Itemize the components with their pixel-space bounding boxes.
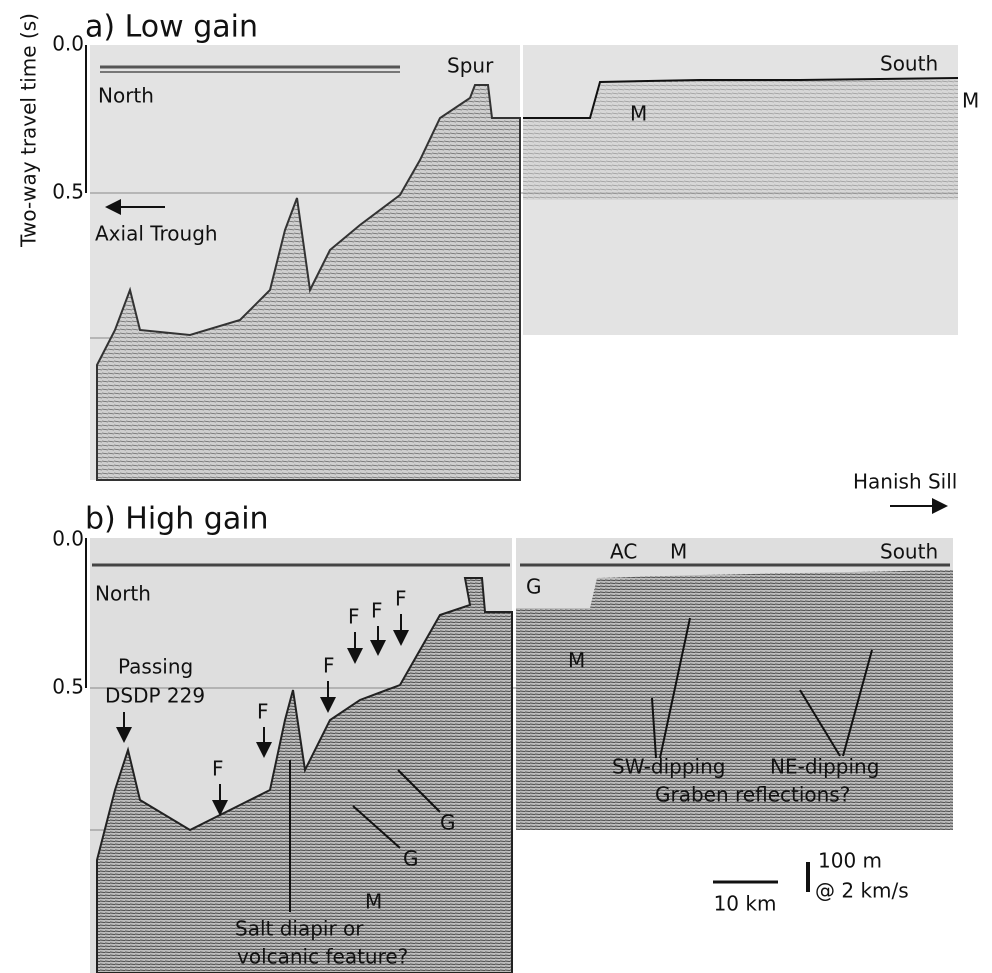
label: G [440, 811, 456, 835]
label: South [880, 540, 938, 564]
label: M [962, 89, 979, 113]
label: F [395, 587, 407, 611]
label: DSDP 229 [105, 684, 205, 708]
scale-label: @ 2 km/s [815, 879, 909, 903]
label: SW-dipping [612, 755, 725, 779]
label: F [212, 757, 224, 781]
tick-label: 0.5 [52, 675, 84, 699]
scale-label: 100 m [818, 849, 882, 873]
panel-title: a) Low gain [85, 10, 258, 45]
label: F [323, 654, 335, 678]
label: G [403, 847, 419, 871]
label: M [670, 540, 687, 564]
label: Passing [118, 655, 193, 679]
tick-label: 0.5 [52, 180, 84, 204]
label: Graben reflections? [655, 783, 850, 807]
label: Spur [447, 54, 494, 78]
label: North [98, 84, 154, 108]
label: F [257, 700, 269, 724]
label: F [348, 605, 360, 629]
label: NE-dipping [770, 755, 879, 779]
label: M [365, 890, 382, 914]
label: Salt diapir or [235, 917, 364, 941]
label: volcanic feature? [237, 945, 408, 969]
page: Two-way travel time (s) 0.0 0.5 a) Low g… [0, 0, 992, 973]
label: M [630, 102, 647, 126]
tick-label: 0.0 [52, 527, 84, 551]
tick-label: 0.0 [52, 32, 84, 56]
label: F [371, 599, 383, 623]
label: North [95, 582, 151, 606]
label: AC [610, 540, 637, 564]
label: South [880, 52, 938, 76]
label: M [568, 649, 585, 673]
label: G [526, 575, 542, 599]
panel-title: b) High gain [85, 502, 269, 537]
label: Axial Trough [95, 222, 218, 246]
figure: Two-way travel time (s) 0.0 0.5 a) Low g… [0, 0, 992, 973]
y-axis-label: Two-way travel time (s) [17, 13, 41, 248]
label: Hanish Sill [853, 470, 957, 494]
scale-label: 10 km [714, 892, 777, 916]
